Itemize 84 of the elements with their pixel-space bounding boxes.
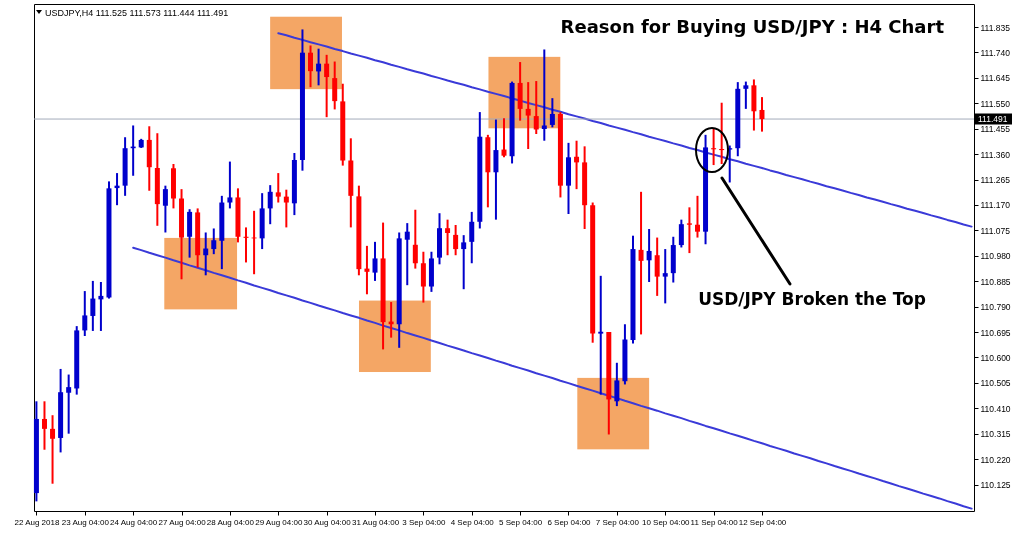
- candlestick: [332, 60, 338, 111]
- candlestick: [686, 206, 692, 255]
- candlestick: [445, 218, 451, 257]
- candlestick: [694, 194, 700, 239]
- candlestick: [493, 118, 499, 221]
- y-tick-label: 111.550: [980, 98, 1011, 109]
- x-tick-label: 12 Sep 04:00: [738, 517, 787, 527]
- y-tick-label: 111.170: [980, 200, 1011, 211]
- y-tick-label: 110.315: [980, 429, 1011, 440]
- candlestick: [711, 127, 717, 167]
- y-tick-label: 111.740: [980, 47, 1011, 58]
- candlestick: [90, 279, 96, 332]
- y-tick-label: 110.220: [980, 454, 1011, 465]
- candlestick: [243, 226, 249, 264]
- candlestick: [469, 210, 475, 265]
- x-tick-label: 4 Sep 04:00: [450, 517, 495, 527]
- y-tick-label: 111.360: [980, 149, 1011, 160]
- y-tick-label: 110.600: [980, 352, 1011, 363]
- candlestick: [404, 222, 410, 287]
- annotation: USDJPY,H4 111.525 111.573 111.444 111.491: [45, 8, 229, 18]
- candlestick: [162, 184, 168, 234]
- candlestick: [227, 160, 233, 210]
- candlestick: [420, 250, 426, 304]
- y-tick-label: 110.695: [980, 327, 1011, 338]
- candlestick: [719, 101, 725, 165]
- y-tick-label: 111.645: [980, 73, 1011, 84]
- y-tick-label: 111.835: [980, 22, 1011, 33]
- y-tick-label: 111.455: [980, 124, 1011, 135]
- x-tick-label: 28 Aug 04:00: [206, 517, 255, 527]
- y-tick-label: 111.265: [980, 175, 1011, 186]
- candlestick: [453, 223, 459, 257]
- candlestick: [364, 244, 370, 296]
- candlestick: [678, 218, 684, 249]
- candlestick: [412, 208, 418, 270]
- candlestick: [275, 172, 281, 204]
- candlestick: [308, 44, 314, 89]
- ref-line-label: 111.491: [978, 114, 1008, 125]
- x-tick-label: 6 Sep 04:00: [547, 517, 592, 527]
- candlestick: [646, 228, 652, 283]
- y-tick-label: 110.980: [980, 251, 1011, 262]
- candlestick: [203, 231, 209, 277]
- x-tick-label: 23 Aug 04:00: [61, 517, 110, 527]
- candlestick: [662, 248, 668, 305]
- candlestick: [549, 97, 555, 129]
- candlestick: [533, 80, 539, 136]
- x-tick-label: 30 Aug 04:00: [303, 517, 352, 527]
- candlestick: [50, 414, 56, 485]
- candlestick: [324, 53, 330, 119]
- candlestick: [66, 373, 72, 435]
- candlestick: [267, 184, 273, 226]
- candlestick: [372, 240, 378, 282]
- candlestick: [283, 188, 289, 229]
- y-tick-label: 110.125: [980, 480, 1011, 491]
- x-tick-label: 3 Sep 04:00: [402, 517, 446, 527]
- x-tick-label: 10 Sep 04:00: [641, 517, 691, 527]
- x-tick-label: 5 Sep 04:00: [499, 517, 543, 527]
- line-series: [132, 246, 973, 510]
- candlestick: [82, 290, 88, 338]
- candlestick: [41, 400, 47, 451]
- x-tick-label: 31 Aug 04:00: [351, 517, 400, 527]
- y-tick-label: 110.410: [980, 403, 1011, 414]
- x-tick-label: 22 Aug 2018: [14, 517, 60, 527]
- candlestick: [743, 80, 749, 110]
- x-tick-label: 24 Aug 04:00: [110, 517, 158, 527]
- candlestick: [598, 274, 604, 396]
- candlestick: [461, 234, 467, 291]
- y-tick-label: 111.075: [980, 225, 1011, 236]
- candlestick: [316, 47, 322, 87]
- y-tick-label: 110.505: [980, 378, 1011, 389]
- candlestick: [525, 81, 531, 151]
- annotation: USD/JPY Broken the Top: [698, 289, 926, 309]
- candlestick: [614, 361, 620, 408]
- candlestick: [211, 227, 217, 256]
- text: Reason for Buying USD/JPY : H4 Chart: [560, 16, 945, 37]
- x-tick-label: 27 Aug 04:00: [158, 517, 207, 527]
- y-tick-label: 110.885: [980, 276, 1011, 287]
- x-tick-label: 11 Sep 04:00: [690, 517, 739, 527]
- x-tick-label: 7 Sep 04:00: [595, 517, 640, 527]
- candlestick: [759, 96, 765, 133]
- candlestick: [541, 48, 547, 142]
- candlestick: [638, 190, 644, 336]
- x-tick-label: 29 Aug 04:00: [255, 517, 303, 527]
- candlestick: [654, 236, 660, 297]
- y-tick-label: 110.790: [980, 302, 1011, 313]
